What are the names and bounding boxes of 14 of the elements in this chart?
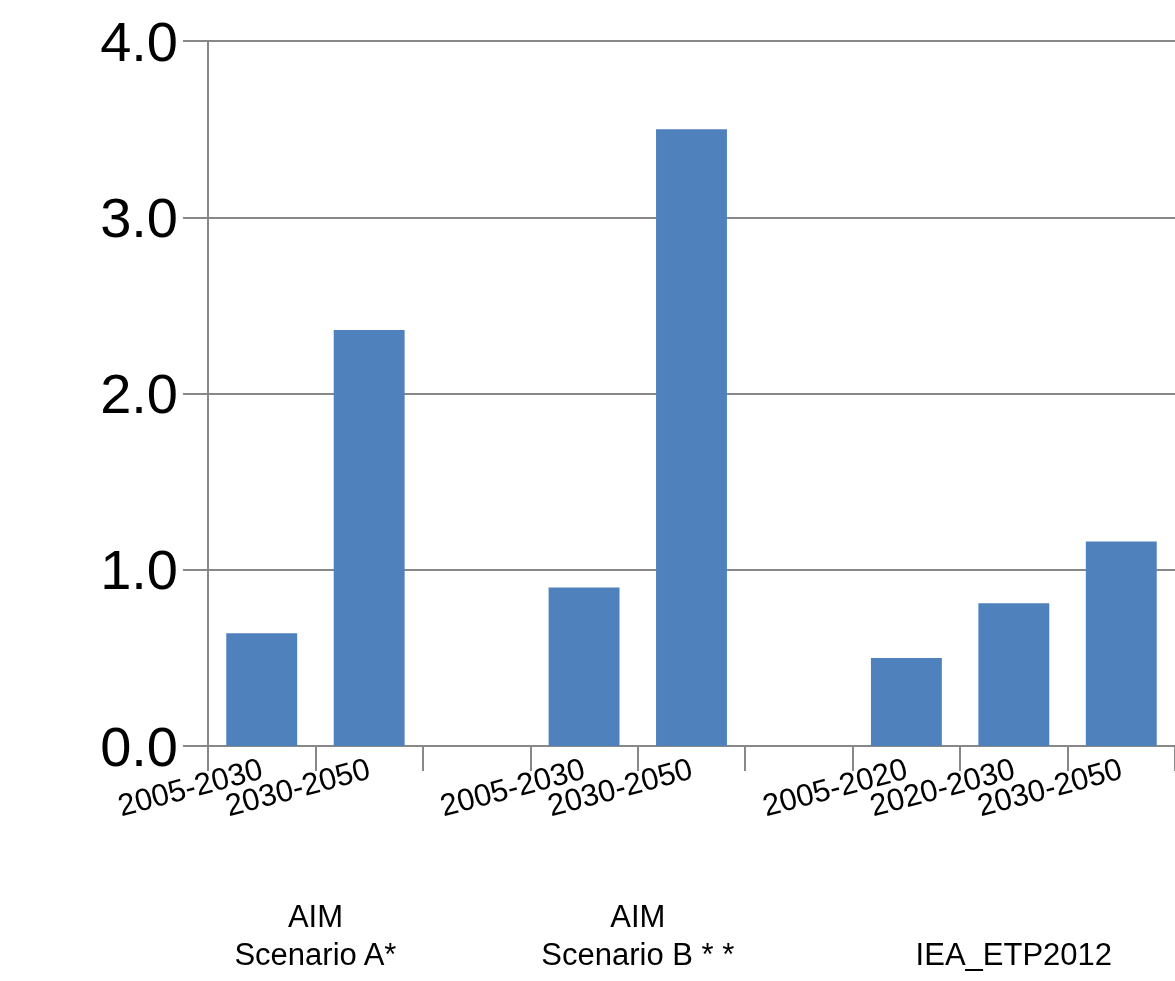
text: AIM Scenario B * * [541,898,735,972]
bar [978,603,1050,746]
bar [333,330,405,746]
bar [1085,541,1157,746]
y-tick-label: 2.0 [100,362,178,425]
y-tick-label: 1.0 [100,538,178,602]
bar [870,657,942,746]
bar [656,129,727,746]
bar [226,633,298,746]
y-tick-label: 3.0 [100,185,178,249]
bar [548,587,620,746]
y-tick-label: 4.0 [100,9,178,73]
text: IEA_ETP2012 [915,936,1113,972]
text: AIM Scenario A* [234,898,397,972]
